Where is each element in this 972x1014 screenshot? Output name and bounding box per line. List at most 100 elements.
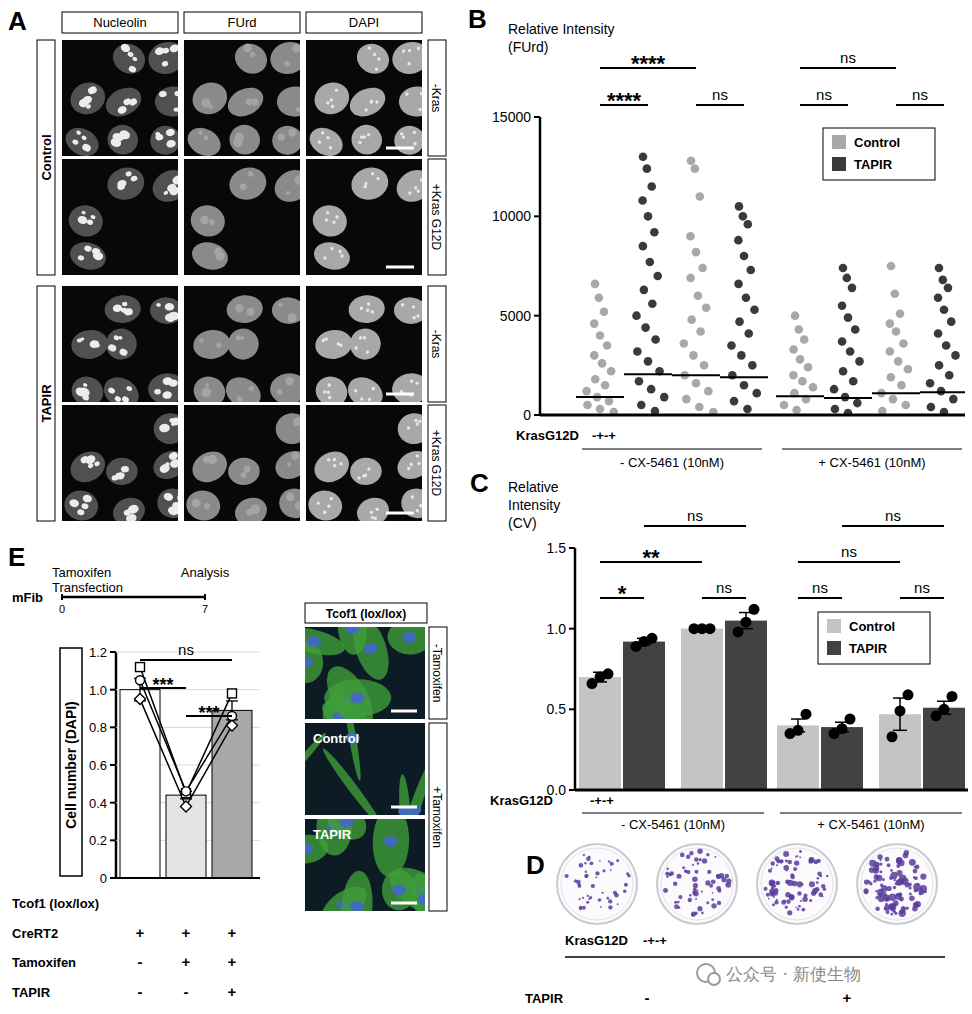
chromocenter [327, 395, 332, 400]
nucleus [228, 457, 261, 485]
colony [809, 899, 812, 902]
data-point [607, 367, 616, 376]
data-point [951, 351, 960, 360]
image-title: Tcof1 (lox/lox) [326, 607, 406, 621]
colony [579, 908, 582, 911]
chromocenter [412, 316, 416, 320]
y-tick [110, 802, 116, 804]
replicate-marker [227, 720, 238, 731]
replicate-marker [136, 676, 145, 685]
speckle [198, 130, 204, 136]
chromocenter [367, 46, 372, 51]
cell-nucleus [402, 632, 416, 643]
data-point [845, 714, 856, 725]
nucleolus [112, 304, 122, 312]
cell [386, 627, 425, 657]
nucleolus [168, 379, 178, 387]
colony-dish [657, 844, 737, 924]
data-point [887, 262, 896, 271]
data-point [752, 389, 761, 398]
colony [582, 906, 586, 910]
nucleus [398, 85, 422, 117]
data-point [646, 258, 655, 267]
data-point [838, 301, 847, 310]
colony [774, 900, 778, 904]
colony [711, 898, 714, 901]
colony [714, 856, 716, 858]
chromocenter [360, 397, 365, 402]
data-point [809, 383, 818, 392]
data-point [895, 705, 906, 716]
chromocenter [371, 386, 376, 391]
nucleolus [169, 418, 175, 423]
colony [601, 892, 603, 894]
data-point [926, 379, 935, 388]
colony [879, 863, 882, 866]
colony [725, 874, 729, 878]
chromocenter [418, 420, 422, 424]
nucleus [225, 163, 270, 205]
condition-sign: + [228, 983, 237, 1000]
speckle [285, 376, 295, 386]
speckle [249, 503, 262, 516]
cell [324, 679, 391, 717]
colony [899, 910, 906, 917]
nucleus [276, 485, 300, 521]
nucleus [149, 296, 178, 326]
significance-bracket [798, 561, 900, 563]
label-line: (CV) [508, 515, 537, 531]
chromocenter [367, 467, 371, 471]
colony [899, 897, 904, 902]
nucleolus [167, 505, 178, 517]
nucleus [271, 446, 300, 485]
column-header: FUrd [228, 15, 257, 30]
nucleus [310, 77, 355, 119]
colony [701, 912, 704, 915]
nucleus-body [274, 412, 300, 446]
y-axis-title: RelativeIntensity(CV) [508, 479, 560, 531]
chromocenter [339, 461, 344, 466]
data-point [641, 323, 650, 332]
data-point [798, 377, 807, 386]
data-point [903, 689, 914, 700]
nucleus [223, 323, 264, 364]
nucleolus [122, 302, 128, 307]
nucleolus [165, 128, 175, 137]
nucleus-body [352, 40, 395, 79]
colony [711, 879, 716, 884]
speckle [286, 461, 292, 467]
nucleus [392, 124, 422, 156]
nucleus-body [184, 487, 223, 521]
chromocenter [364, 108, 369, 113]
group-line [582, 448, 762, 449]
data-point [939, 276, 948, 285]
nucleus [101, 323, 142, 364]
colony [896, 864, 900, 868]
scale-bar [386, 266, 414, 269]
category-label: KrasG12D [516, 428, 579, 443]
data-point [849, 377, 858, 386]
chromocenter [360, 306, 364, 310]
column-header-box [184, 12, 300, 33]
legend-swatch [832, 157, 846, 171]
timeline-tick-label: 0 [59, 603, 65, 615]
row-label: +Kras G12D [429, 184, 443, 251]
column-header-box [306, 12, 422, 33]
nucleus [347, 293, 386, 324]
speckle [239, 182, 248, 191]
legend-label: Control [849, 619, 895, 634]
row-label: +Kras G12D [429, 430, 443, 497]
cell-nucleus [350, 901, 364, 911]
data-point [739, 212, 748, 221]
colony [701, 890, 703, 892]
colony [894, 912, 897, 915]
nucleolus [125, 513, 138, 521]
colony [617, 903, 619, 905]
colony [564, 874, 568, 878]
data-point [780, 401, 789, 410]
y-tick-label: 0 [100, 871, 107, 886]
significance-bracket [800, 67, 896, 69]
column-header: DAPI [349, 15, 379, 30]
nucleus [269, 372, 300, 402]
colony [883, 895, 890, 902]
